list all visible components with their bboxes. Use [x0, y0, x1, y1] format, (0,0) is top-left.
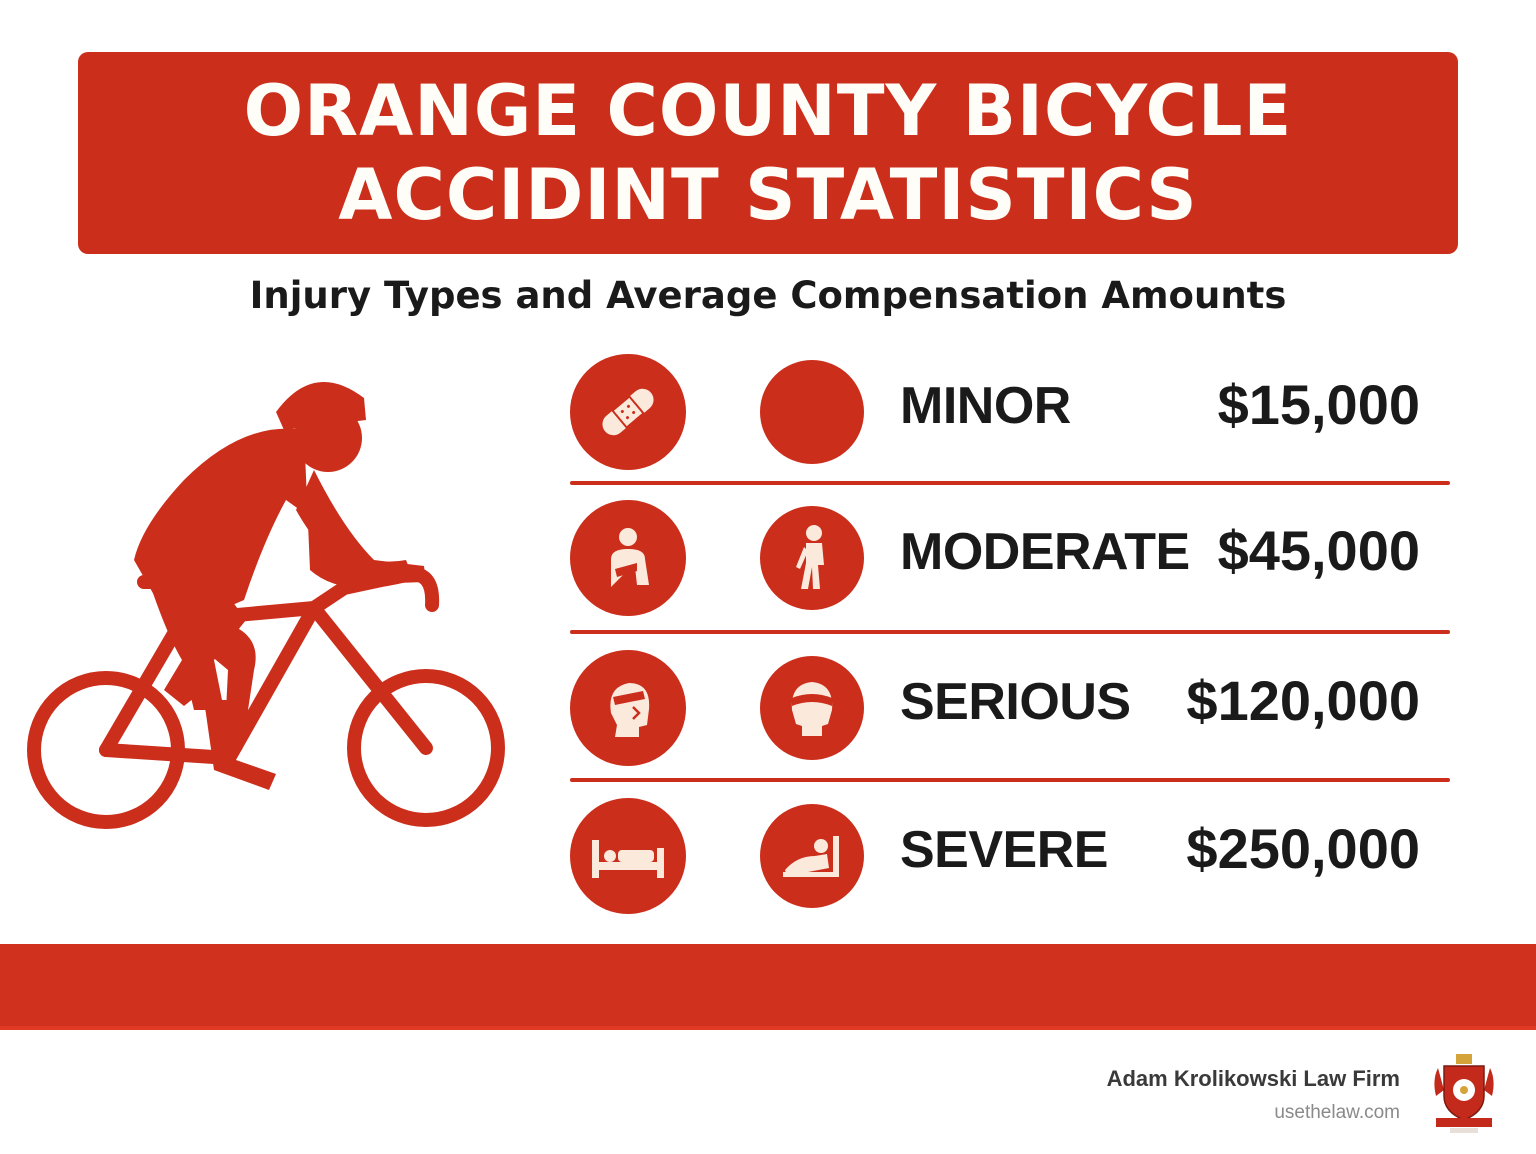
injury-label: MODERATE	[900, 523, 1190, 581]
compensation-amount: $120,000	[1186, 669, 1420, 732]
injury-row-severe: SEVERE $250,000	[570, 798, 1450, 918]
head-injury-icon	[570, 650, 686, 766]
compensation-amount: $45,000	[1217, 519, 1420, 582]
page-title: ORANGE COUNTY BICYCLE ACCIDINT STATISTIC…	[243, 70, 1293, 236]
row-divider	[570, 481, 1450, 485]
arm-sling-icon	[570, 500, 686, 616]
hospital-bed-icon	[570, 798, 686, 914]
compensation-amount: $15,000	[1217, 373, 1420, 436]
bandage-icon	[570, 354, 686, 470]
bedridden-person-icon	[760, 804, 864, 908]
injury-row-moderate: MODERATE $45,000	[570, 500, 1450, 620]
row-divider	[570, 778, 1450, 782]
title-banner: ORANGE COUNTY BICYCLE ACCIDINT STATISTIC…	[78, 52, 1458, 254]
plain-circle-icon	[760, 360, 864, 464]
injury-label: SEVERE	[900, 821, 1108, 879]
injury-label: MINOR	[900, 377, 1071, 435]
injury-label: SERIOUS	[900, 673, 1131, 731]
bandaged-head-icon	[760, 656, 864, 760]
firm-url[interactable]: usethelaw.com	[1274, 1102, 1400, 1123]
limping-person-icon	[760, 506, 864, 610]
firm-crest-logo	[1434, 1054, 1494, 1133]
page-subtitle: Injury Types and Average Compensation Am…	[249, 274, 1287, 317]
firm-name: Adam Krolikowski Law Firm	[1106, 1066, 1400, 1091]
row-divider	[570, 630, 1450, 634]
footer-band	[0, 944, 1536, 1026]
footer-divider	[0, 1026, 1536, 1030]
compensation-amount: $250,000	[1186, 817, 1420, 880]
cyclist-icon	[27, 381, 505, 829]
injury-row-serious: SERIOUS $120,000	[570, 650, 1450, 770]
injury-row-minor: MINOR $15,000	[570, 354, 1450, 474]
